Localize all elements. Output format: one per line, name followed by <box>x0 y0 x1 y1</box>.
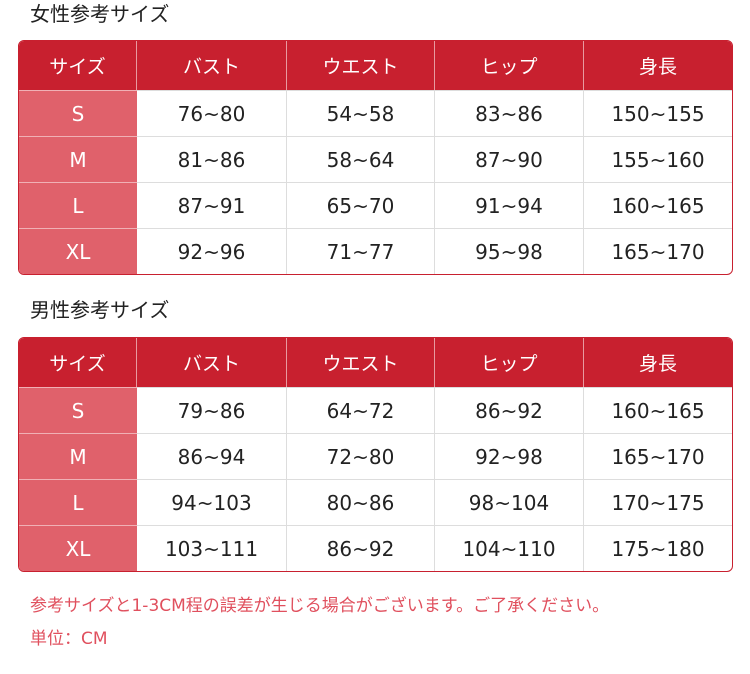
measurement-cell: 175~180 <box>584 525 732 571</box>
table-row: XL 103~111 86~92 104~110 175~180 <box>19 525 732 571</box>
measurement-cell: 83~86 <box>435 90 584 136</box>
header-row: サイズ バスト ウエスト ヒップ 身長 <box>19 41 732 90</box>
note-unit: 単位：CM <box>30 629 108 649</box>
measurement-cell: 160~165 <box>584 387 732 433</box>
column-header: サイズ <box>19 338 137 387</box>
column-header: ヒップ <box>435 338 584 387</box>
measurement-cell: 72~80 <box>287 433 435 479</box>
measurement-cell: 160~165 <box>584 182 732 228</box>
column-header: バスト <box>137 41 287 90</box>
measurement-cell: 76~80 <box>137 90 287 136</box>
measurement-cell: 87~90 <box>435 136 584 182</box>
measurement-cell: 86~92 <box>435 387 584 433</box>
measurement-cell: 86~92 <box>287 525 435 571</box>
measurement-cell: 155~160 <box>584 136 732 182</box>
measurement-cell: 81~86 <box>137 136 287 182</box>
measurement-cell: 91~94 <box>435 182 584 228</box>
table-row: XL 92~96 71~77 95~98 165~170 <box>19 228 732 274</box>
measurement-cell: 86~94 <box>137 433 287 479</box>
measurement-cell: 87~91 <box>137 182 287 228</box>
measurement-cell: 165~170 <box>584 433 732 479</box>
column-header: ウエスト <box>287 338 435 387</box>
table-row: S 76~80 54~58 83~86 150~155 <box>19 90 732 136</box>
size-cell: M <box>19 136 137 182</box>
size-cell: L <box>19 479 137 525</box>
header-row: サイズ バスト ウエスト ヒップ 身長 <box>19 338 732 387</box>
table-row: M 81~86 58~64 87~90 155~160 <box>19 136 732 182</box>
table-row: M 86~94 72~80 92~98 165~170 <box>19 433 732 479</box>
measurement-cell: 165~170 <box>584 228 732 274</box>
men-size-title: 男性参考サイズ <box>30 298 170 322</box>
table-row: L 87~91 65~70 91~94 160~165 <box>19 182 732 228</box>
column-header: 身長 <box>584 41 732 90</box>
column-header: サイズ <box>19 41 137 90</box>
size-cell: XL <box>19 525 137 571</box>
measurement-cell: 92~98 <box>435 433 584 479</box>
men-size-table: サイズ バスト ウエスト ヒップ 身長 S 79~86 64~72 86~92 160~165 M 8… <box>18 337 733 572</box>
measurement-cell: 95~98 <box>435 228 584 274</box>
measurement-cell: 65~70 <box>287 182 435 228</box>
measurement-cell: 103~111 <box>137 525 287 571</box>
measurement-cell: 58~64 <box>287 136 435 182</box>
table-row: S 79~86 64~72 86~92 160~165 <box>19 387 732 433</box>
measurement-cell: 92~96 <box>137 228 287 274</box>
column-header: バスト <box>137 338 287 387</box>
size-cell: L <box>19 182 137 228</box>
size-cell: S <box>19 90 137 136</box>
measurement-cell: 104~110 <box>435 525 584 571</box>
measurement-cell: 94~103 <box>137 479 287 525</box>
column-header: 身長 <box>584 338 732 387</box>
measurement-cell: 170~175 <box>584 479 732 525</box>
column-header: ヒップ <box>435 41 584 90</box>
column-header: ウエスト <box>287 41 435 90</box>
measurement-cell: 150~155 <box>584 90 732 136</box>
note-tolerance: 参考サイズと1-3CM程の誤差が生じる場合がございます。ご了承ください。 <box>30 596 610 616</box>
measurement-cell: 98~104 <box>435 479 584 525</box>
measurement-cell: 54~58 <box>287 90 435 136</box>
measurement-cell: 80~86 <box>287 479 435 525</box>
women-size-title: 女性参考サイズ <box>30 2 170 26</box>
size-cell: XL <box>19 228 137 274</box>
women-size-table: サイズ バスト ウエスト ヒップ 身長 S 76~80 54~58 83~86 150~155 M 8… <box>18 40 733 275</box>
measurement-cell: 71~77 <box>287 228 435 274</box>
size-cell: S <box>19 387 137 433</box>
measurement-cell: 79~86 <box>137 387 287 433</box>
table-row: L 94~103 80~86 98~104 170~175 <box>19 479 732 525</box>
measurement-cell: 64~72 <box>287 387 435 433</box>
size-cell: M <box>19 433 137 479</box>
